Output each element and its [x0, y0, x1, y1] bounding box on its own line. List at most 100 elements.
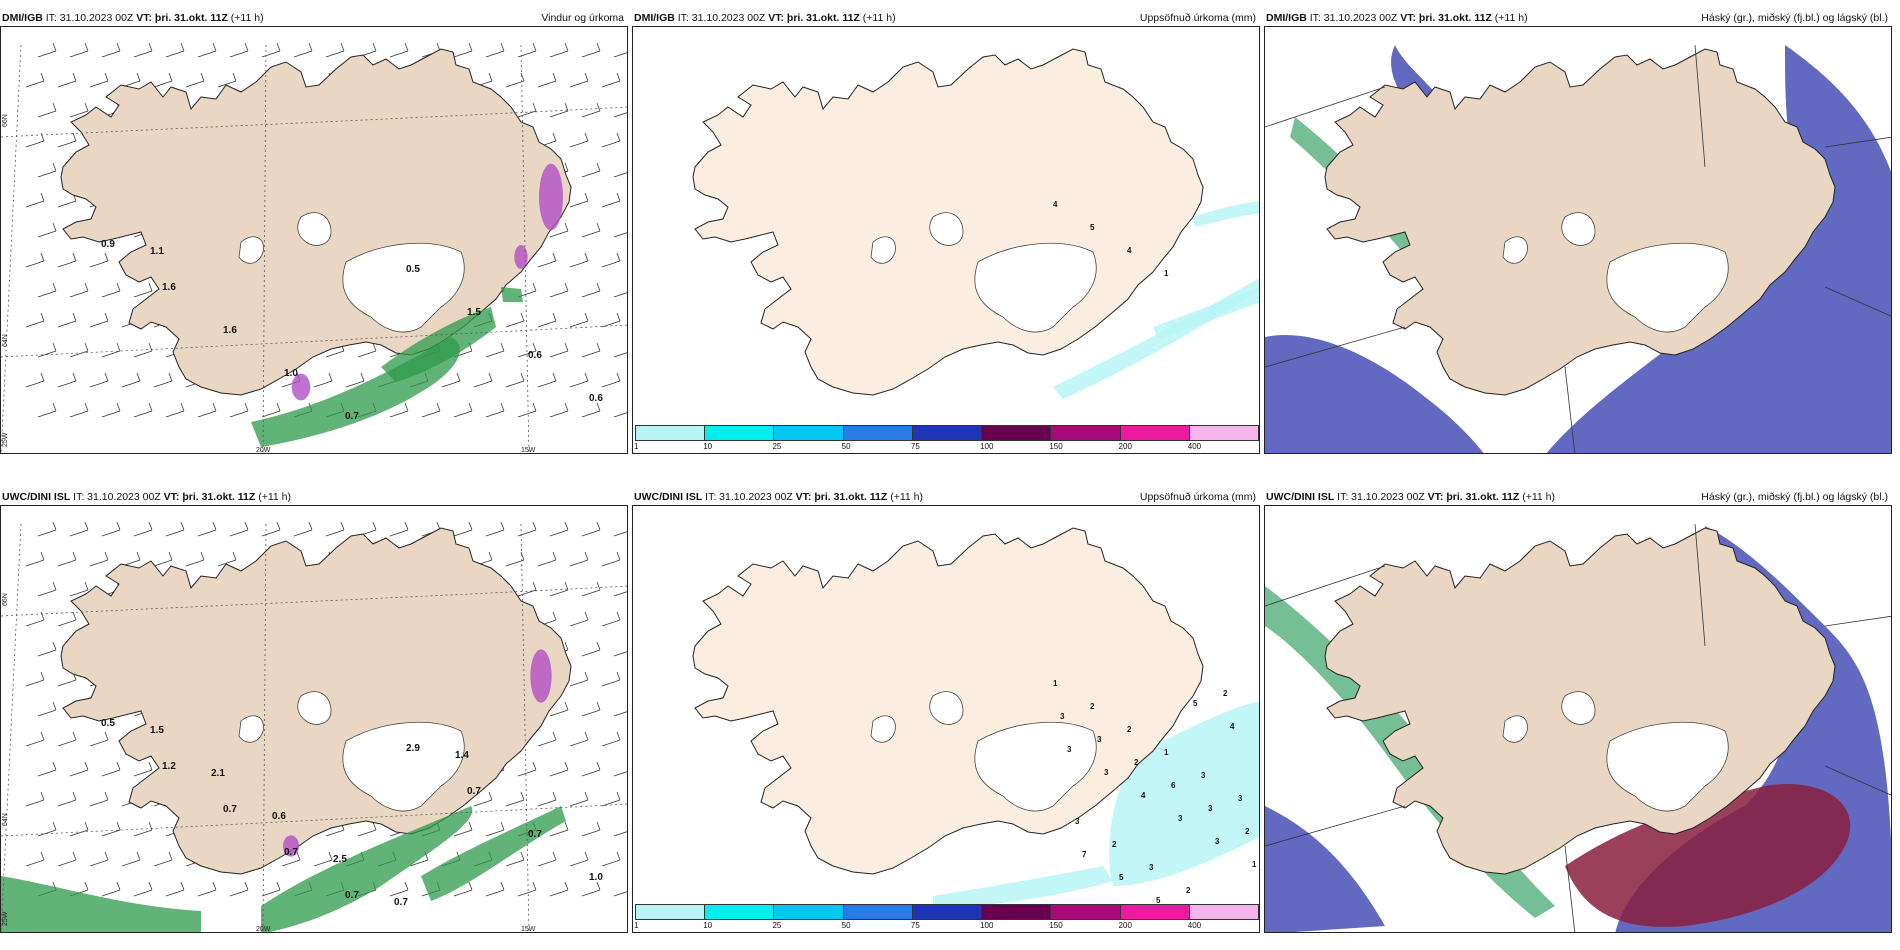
wind-barb — [101, 821, 121, 837]
wind-barb — [601, 731, 621, 747]
wind-barb — [261, 42, 281, 58]
wind-barb — [453, 402, 473, 418]
wind-barb — [601, 611, 621, 627]
axis-label: 66N — [2, 593, 9, 606]
axis-label: 15W — [521, 447, 536, 454]
wind-barb — [57, 551, 77, 567]
value-label: 3 — [1215, 837, 1220, 846]
value-label: 0.7 — [394, 897, 408, 908]
wind-barb — [69, 42, 89, 58]
legend-swatch — [911, 425, 983, 441]
wind-barb — [581, 641, 601, 657]
map-area: 4 5 4 1 1 10 25 50 75 100 150 200 400 — [632, 26, 1260, 454]
wind-barb — [517, 102, 537, 118]
axis-label: 20W — [256, 447, 271, 454]
wind-barb — [581, 821, 601, 837]
value-label: 2 — [1245, 827, 1250, 836]
map-canvas: 66N 64N 25W 20W 15W 0.9 1.6 1.6 1.0 0.7 0.5 1.5 0.6 0… — [1, 42, 627, 454]
legend-swatch — [704, 904, 775, 920]
snow-area — [283, 835, 299, 857]
panel-dini-accum-precip: UWC/DINI ISL IT: 31.10.2023 00Z VT: þri.… — [632, 487, 1260, 933]
wind-barb — [485, 821, 505, 837]
wind-barb — [153, 551, 173, 567]
legend-tick: 10 — [703, 921, 713, 930]
wind-barb — [25, 671, 45, 687]
wind-barb — [389, 521, 409, 537]
wind-barb — [57, 372, 77, 388]
wind-barb — [613, 52, 627, 58]
value-label: 3 — [1201, 771, 1206, 780]
wind-barb — [569, 252, 589, 268]
graticule-line — [1265, 326, 1406, 368]
panel-dini-cloud-cover: UWC/DINI ISL IT: 31.10.2023 00Z VT: þri.… — [1264, 487, 1892, 933]
wind-barb — [313, 372, 333, 388]
wind-barb — [473, 791, 493, 807]
value-label: 0.7 — [467, 786, 481, 797]
wind-barb — [569, 312, 589, 328]
wind-barb — [37, 821, 57, 837]
wind-barb — [601, 671, 621, 687]
graticule-line — [262, 523, 267, 932]
model-name: UWC/DINI ISL — [2, 491, 71, 503]
wind-barb — [69, 402, 89, 418]
wind-barb — [133, 881, 153, 897]
wind-barb — [601, 132, 621, 148]
legend-tick: 400 — [1187, 442, 1202, 451]
wind-barb — [549, 581, 569, 597]
wind-barb — [197, 521, 217, 537]
lead-time: (+11 h) — [1519, 491, 1555, 503]
wind-barb — [453, 521, 473, 537]
panel-header: DMI/IGB IT: 31.10.2023 00Z VT: þri. 31.o… — [1266, 12, 1528, 24]
legend-swatch — [635, 425, 706, 441]
wind-barb — [121, 851, 141, 867]
wind-barb — [25, 312, 45, 328]
map-area: 66N 64N 25W 20W 15W 0.5 1.2 0.7 0.7 0.7 2.9 0.7 0.7 1… — [0, 505, 628, 933]
wind-barb — [57, 132, 77, 148]
wind-barb — [581, 342, 601, 358]
init-time: IT: 31.10.2023 00Z — [70, 491, 164, 503]
wind-barb — [293, 42, 313, 58]
legend-tick: 1 — [634, 921, 639, 930]
model-name: DMI/IGB — [2, 12, 43, 24]
value-label: 0.5 — [406, 264, 420, 275]
legend-tick: 10 — [703, 442, 713, 451]
valid-time: VT: þri. 31.okt. 11Z — [163, 491, 256, 503]
value-label: 1.0 — [589, 872, 603, 883]
wind-barb — [101, 342, 121, 358]
value-label: 1.5 — [467, 307, 481, 318]
wind-barb — [569, 551, 589, 567]
map-canvas: 4 5 4 1 — [692, 48, 1259, 399]
wind-barb — [613, 412, 627, 418]
legend-swatch — [911, 904, 983, 920]
panel-header: DMI/IGB IT: 31.10.2023 00Z VT: þri. 31.o… — [634, 12, 896, 24]
legend-swatch — [1050, 425, 1121, 441]
glacier-outline — [342, 721, 465, 812]
wind-barb — [197, 402, 217, 418]
precip-area — [933, 866, 1113, 906]
glacier-outline — [1606, 721, 1729, 812]
wind-barb — [25, 72, 45, 88]
wind-barb — [613, 831, 627, 837]
wind-barb — [537, 731, 557, 747]
wind-barb — [569, 132, 589, 148]
legend-tick: 200 — [1118, 442, 1132, 451]
wind-barb — [537, 312, 557, 328]
wind-barb — [613, 891, 627, 897]
wind-barb — [505, 372, 525, 388]
value-label: 2.5 — [333, 854, 347, 865]
wind-barb — [505, 851, 525, 867]
axis-label: 66N — [2, 114, 9, 127]
legend-swatch — [1119, 904, 1190, 920]
glacier-outline — [870, 236, 896, 264]
value-label: 4 — [1127, 246, 1132, 255]
wind-barb — [517, 402, 537, 418]
graticule-line — [520, 523, 530, 932]
snow-area — [514, 245, 528, 269]
wind-barb — [569, 192, 589, 208]
legend-swatch — [1050, 904, 1121, 920]
wind-barb — [57, 731, 77, 747]
legend-swatch — [842, 425, 913, 441]
wind-barb — [581, 701, 601, 717]
glacier-outline — [342, 242, 465, 333]
value-label: 2 — [1186, 886, 1191, 895]
